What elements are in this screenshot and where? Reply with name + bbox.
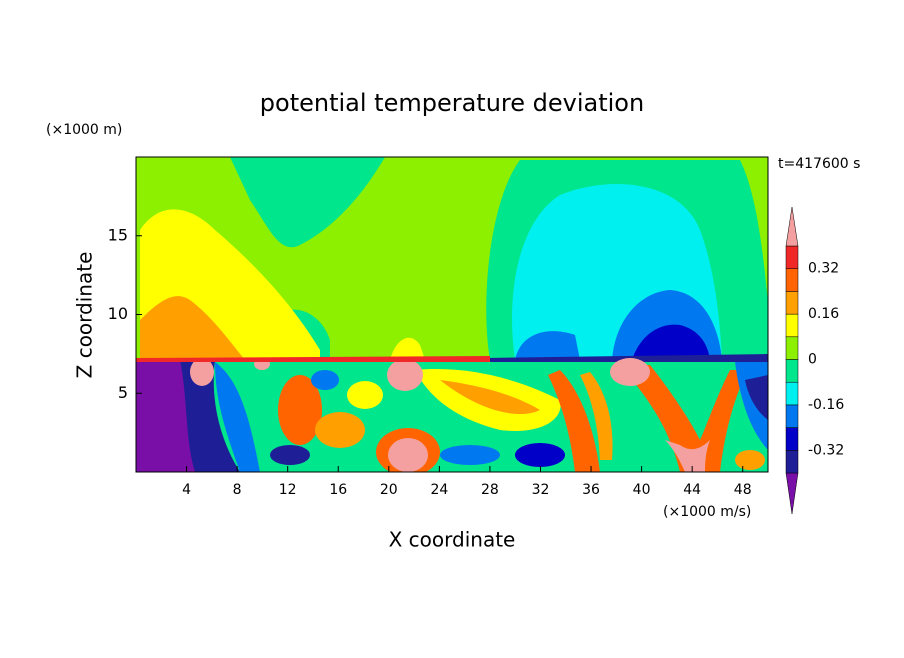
x-tick-label: 24 [430,482,448,498]
colorbar-segment [785,268,799,292]
colorbar-segment [785,291,799,315]
colorbar-tick-label: 0.32 [808,261,839,277]
x-tick-label: 4 [182,482,191,498]
x-unit: (×1000 m/s) [663,504,751,520]
contour-region [136,360,200,472]
contour-region [620,365,748,472]
contour-field [136,157,768,472]
contour-region [632,324,710,360]
colorbar-tick-label: 0.16 [808,306,839,322]
contour-region [485,354,768,362]
colorbar-tick-label: -0.32 [808,442,844,458]
y-unit: (×1000 m) [46,122,122,138]
contour-region [215,362,260,472]
contour-region [515,331,580,360]
colorbar-tick-label: -0.16 [808,397,844,413]
x-axis-label: X coordinate [389,528,516,552]
colorbar-extend-low [785,472,799,515]
x-tick-label: 40 [633,482,651,498]
contour-region [735,450,765,470]
contour-region [278,375,322,445]
x-tick-label: 12 [279,482,297,498]
contour-region [311,370,339,390]
contour-region [387,359,423,391]
colorbar-segment [785,427,799,451]
y-tick-label: 10 [108,304,128,323]
y-tick-label: 5 [118,383,128,402]
y-tick-label: 15 [108,225,128,244]
x-tick-label: 20 [380,482,398,498]
contour-region [230,157,385,248]
x-tick-label: 36 [582,482,600,498]
contour-region [440,380,540,415]
contour-region [190,358,214,386]
contour-region [440,445,500,465]
colorbar-segment [785,313,799,338]
contour-region [388,438,428,472]
colorbar-segment [785,404,799,428]
contour-region [270,445,310,465]
contour-region [665,440,710,472]
colorbar-tick-label: 0 [808,352,817,368]
colorbar-segment [785,450,799,474]
colorbar-segment [785,359,799,383]
contour-region [136,356,490,362]
contour-region [610,358,650,386]
colorbar-segment [785,245,799,269]
chart-title: potential temperature deviation [260,89,644,117]
x-tick-label: 32 [532,482,550,498]
y-axis-label: Z coordinate [73,252,97,379]
contour-region [745,375,768,420]
contour-region [515,443,565,467]
x-tick-label: 48 [734,482,752,498]
contour-region [140,296,245,360]
colorbar-extend-high [785,206,799,247]
contour-region [315,412,365,448]
colorbar-segment [785,381,799,406]
x-tick-label: 8 [233,482,242,498]
x-tick-label: 16 [329,482,347,498]
contour-region [580,372,613,460]
contour-region [548,370,600,472]
contour-region [347,381,383,409]
contour-region [180,360,240,472]
x-tick-label: 44 [683,482,701,498]
contour-region [390,337,425,360]
colorbar-segment [785,336,799,360]
x-tick-label: 28 [481,482,499,498]
time-label: t=417600 s [778,156,860,172]
